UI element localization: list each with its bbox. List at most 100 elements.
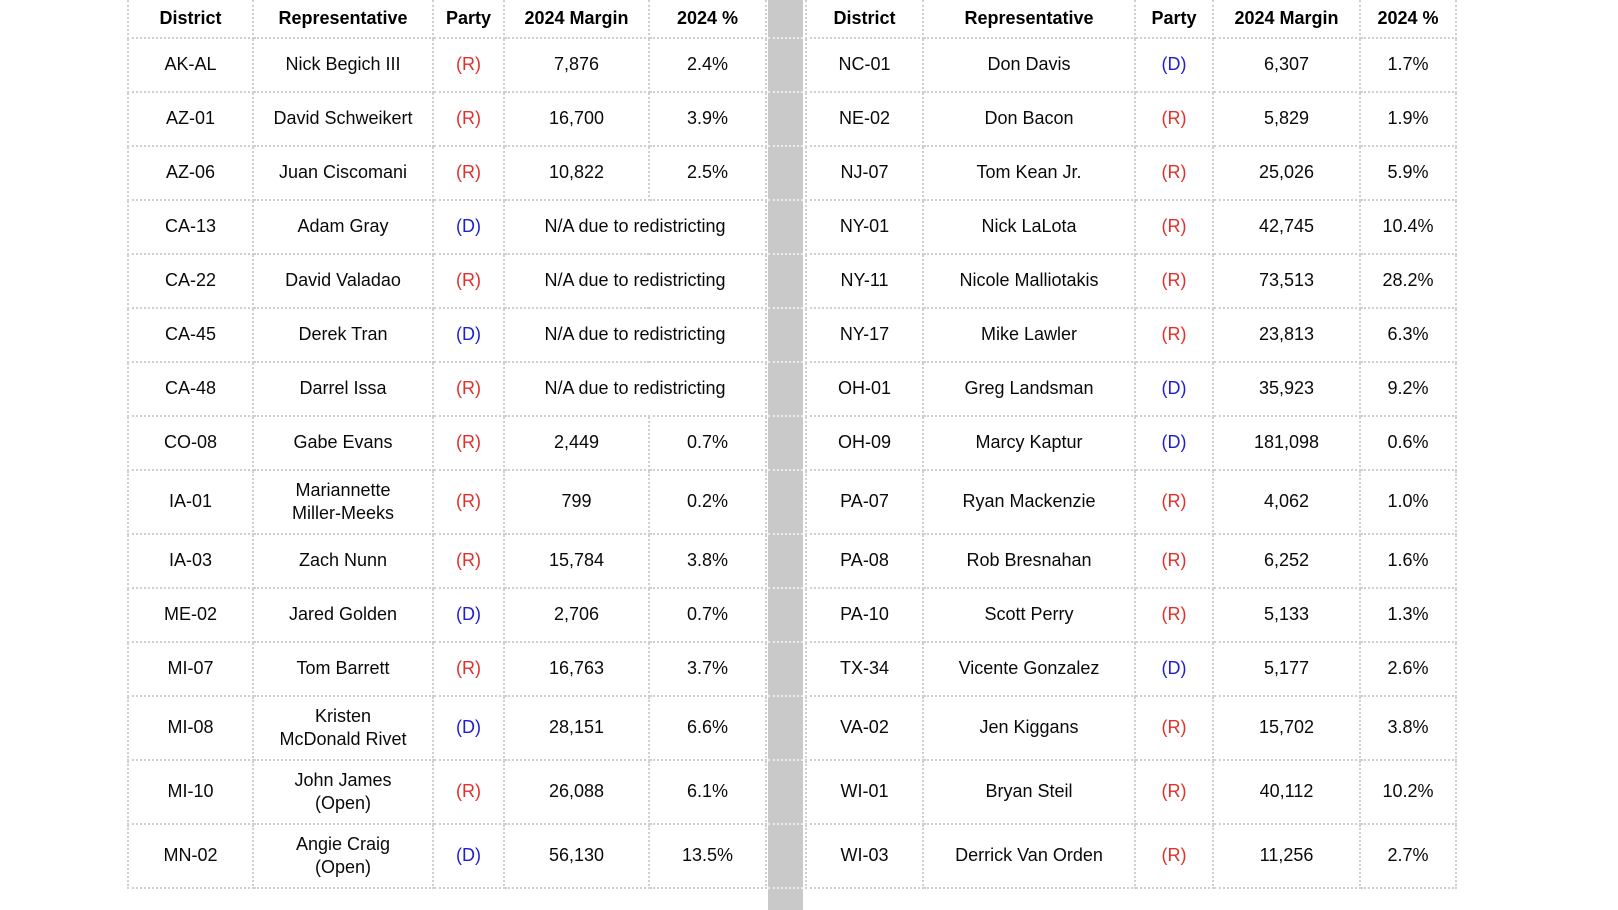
representative-cell: Tom Kean Jr. <box>922 145 1136 201</box>
representative-cell: David Schweikert <box>252 91 434 147</box>
margin-cell: 4,062 <box>1212 469 1361 535</box>
margin-cell: 40,112 <box>1212 759 1361 825</box>
representative-cell: Scott Perry <box>922 587 1136 643</box>
district-cell: NC-01 <box>805 37 924 93</box>
representative-cell: Ryan Mackenzie <box>922 469 1136 535</box>
party-cell: (R) <box>1134 695 1214 761</box>
party-cell: (D) <box>1134 37 1214 93</box>
representative-cell: Derrick Van Orden <box>922 823 1136 889</box>
pct-cell: 0.7% <box>648 415 767 471</box>
divider-gridline <box>768 307 803 309</box>
table-row: VA-02 Jen Kiggans (R) 15,702 3.8% <box>805 695 1457 761</box>
district-cell: NY-17 <box>805 307 924 363</box>
pct-cell: 1.6% <box>1359 533 1457 589</box>
column-header-party: Party <box>432 0 505 39</box>
divider-gridline <box>768 887 803 889</box>
table-right: District Representative Party 2024 Margin 20… <box>805 0 1457 889</box>
table-row: AZ-06 Juan Ciscomani (R) 10,822 2.5% <box>127 145 767 201</box>
pct-cell: 6.1% <box>648 759 767 825</box>
pct-cell: 10.2% <box>1359 759 1457 825</box>
representative-cell: Darrel Issa <box>252 361 434 417</box>
margin-cell: 2,706 <box>503 587 650 643</box>
party-cell: (D) <box>432 199 505 255</box>
party-cell: (D) <box>432 307 505 363</box>
party-cell: (R) <box>432 361 505 417</box>
pct-cell: 6.3% <box>1359 307 1457 363</box>
column-header-pct: 2024 % <box>648 0 767 39</box>
column-header-district: District <box>127 0 254 39</box>
district-cell: ME-02 <box>127 587 254 643</box>
representative-cell: Don Davis <box>922 37 1136 93</box>
divider-gridline <box>768 695 803 697</box>
table-row: PA-08 Rob Bresnahan (R) 6,252 1.6% <box>805 533 1457 589</box>
house-table-left: District Representative Party 2024 Margin 20… <box>127 0 767 889</box>
party-cell: (D) <box>432 695 505 761</box>
margin-cell: 15,784 <box>503 533 650 589</box>
margin-cell: 26,088 <box>503 759 650 825</box>
representative-cell: Juan Ciscomani <box>252 145 434 201</box>
table-row: PA-10 Scott Perry (R) 5,133 1.3% <box>805 587 1457 643</box>
table-row: NC-01 Don Davis (D) 6,307 1.7% <box>805 37 1457 93</box>
district-cell: MN-02 <box>127 823 254 889</box>
margin-cell: 2,449 <box>503 415 650 471</box>
representative-cell: Greg Landsman <box>922 361 1136 417</box>
pct-cell: 9.2% <box>1359 361 1457 417</box>
header-row: District Representative Party 2024 Margin 20… <box>127 0 767 39</box>
divider-gridline <box>768 587 803 589</box>
district-cell: CA-45 <box>127 307 254 363</box>
divider-gridline <box>768 533 803 535</box>
party-cell: (R) <box>432 37 505 93</box>
table-row: TX-34 Vicente Gonzalez (D) 5,177 2.6% <box>805 641 1457 697</box>
pct-cell: 10.4% <box>1359 199 1457 255</box>
margin-cell: 42,745 <box>1212 199 1361 255</box>
na-redistricting-cell: N/A due to redistricting <box>503 361 767 417</box>
margin-cell: 799 <box>503 469 650 535</box>
table-row: OH-09 Marcy Kaptur (D) 181,098 0.6% <box>805 415 1457 471</box>
margin-cell: 23,813 <box>1212 307 1361 363</box>
district-cell: PA-10 <box>805 587 924 643</box>
margin-cell: 5,177 <box>1212 641 1361 697</box>
margin-cell: 16,700 <box>503 91 650 147</box>
divider-gridline <box>768 641 803 643</box>
margin-cell: 11,256 <box>1212 823 1361 889</box>
representative-cell: Gabe Evans <box>252 415 434 471</box>
column-header-margin: 2024 Margin <box>1212 0 1361 39</box>
representative-cell: Don Bacon <box>922 91 1136 147</box>
representative-cell: Nicole Malliotakis <box>922 253 1136 309</box>
na-redistricting-cell: N/A due to redistricting <box>503 307 767 363</box>
table-row: OH-01 Greg Landsman (D) 35,923 9.2% <box>805 361 1457 417</box>
table-row: NE-02 Don Bacon (R) 5,829 1.9% <box>805 91 1457 147</box>
district-cell: AZ-01 <box>127 91 254 147</box>
party-cell: (R) <box>1134 253 1214 309</box>
district-cell: IA-03 <box>127 533 254 589</box>
party-cell: (R) <box>1134 823 1214 889</box>
party-cell: (R) <box>1134 469 1214 535</box>
party-cell: (R) <box>432 91 505 147</box>
pct-cell: 0.6% <box>1359 415 1457 471</box>
district-cell: PA-07 <box>805 469 924 535</box>
district-cell: NJ-07 <box>805 145 924 201</box>
district-cell: NY-11 <box>805 253 924 309</box>
district-cell: IA-01 <box>127 469 254 535</box>
header-row: District Representative Party 2024 Margin 20… <box>805 0 1457 39</box>
margin-cell: 6,307 <box>1212 37 1361 93</box>
table-row: NY-17 Mike Lawler (R) 23,813 6.3% <box>805 307 1457 363</box>
table-row: AK-AL Nick Begich III (R) 7,876 2.4% <box>127 37 767 93</box>
district-cell: TX-34 <box>805 641 924 697</box>
representative-cell: Mike Lawler <box>922 307 1136 363</box>
divider-gridline <box>768 37 803 39</box>
column-header-district: District <box>805 0 924 39</box>
pct-cell: 0.2% <box>648 469 767 535</box>
district-cell: CA-13 <box>127 199 254 255</box>
table-row: CA-22 David Valadao (R) N/A due to redistri… <box>127 253 767 309</box>
district-cell: NY-01 <box>805 199 924 255</box>
margin-cell: 5,133 <box>1212 587 1361 643</box>
table-row: IA-03 Zach Nunn (R) 15,784 3.8% <box>127 533 767 589</box>
tables-container: District Representative Party 2024 Margin 20… <box>127 0 1457 889</box>
margin-cell: 73,513 <box>1212 253 1361 309</box>
representative-cell: Tom Barrett <box>252 641 434 697</box>
representative-cell: Mariannette Miller-Meeks <box>252 469 434 535</box>
party-cell: (R) <box>1134 199 1214 255</box>
representative-cell: Bryan Steil <box>922 759 1136 825</box>
district-cell: OH-09 <box>805 415 924 471</box>
